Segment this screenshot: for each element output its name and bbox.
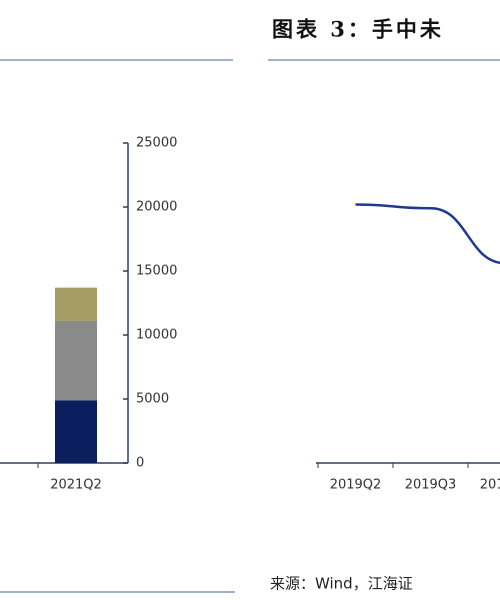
x-tick-label: 2019Q4 [480, 478, 500, 493]
chart-title: 图表 3：手中未 [272, 17, 444, 42]
x-tick-label: 2021Q2 [50, 478, 102, 493]
y-tick-label: 5000 [136, 392, 169, 407]
bar-segment [55, 287, 97, 321]
y-tick-label: 20000 [136, 200, 177, 215]
y-tick-label: 10000 [136, 328, 177, 343]
y-tick-label: 0 [136, 456, 144, 471]
line [355, 203, 500, 264]
bar-segment [55, 400, 97, 463]
y-tick-label: 25000 [136, 136, 177, 151]
x-tick-label: 2019Q2 [330, 478, 382, 493]
y-tick-label: 15000 [136, 264, 177, 279]
x-tick-label: 2019Q3 [405, 478, 457, 493]
source: 来源：Wind，江海证 [270, 575, 413, 593]
bar-segment [55, 320, 97, 401]
